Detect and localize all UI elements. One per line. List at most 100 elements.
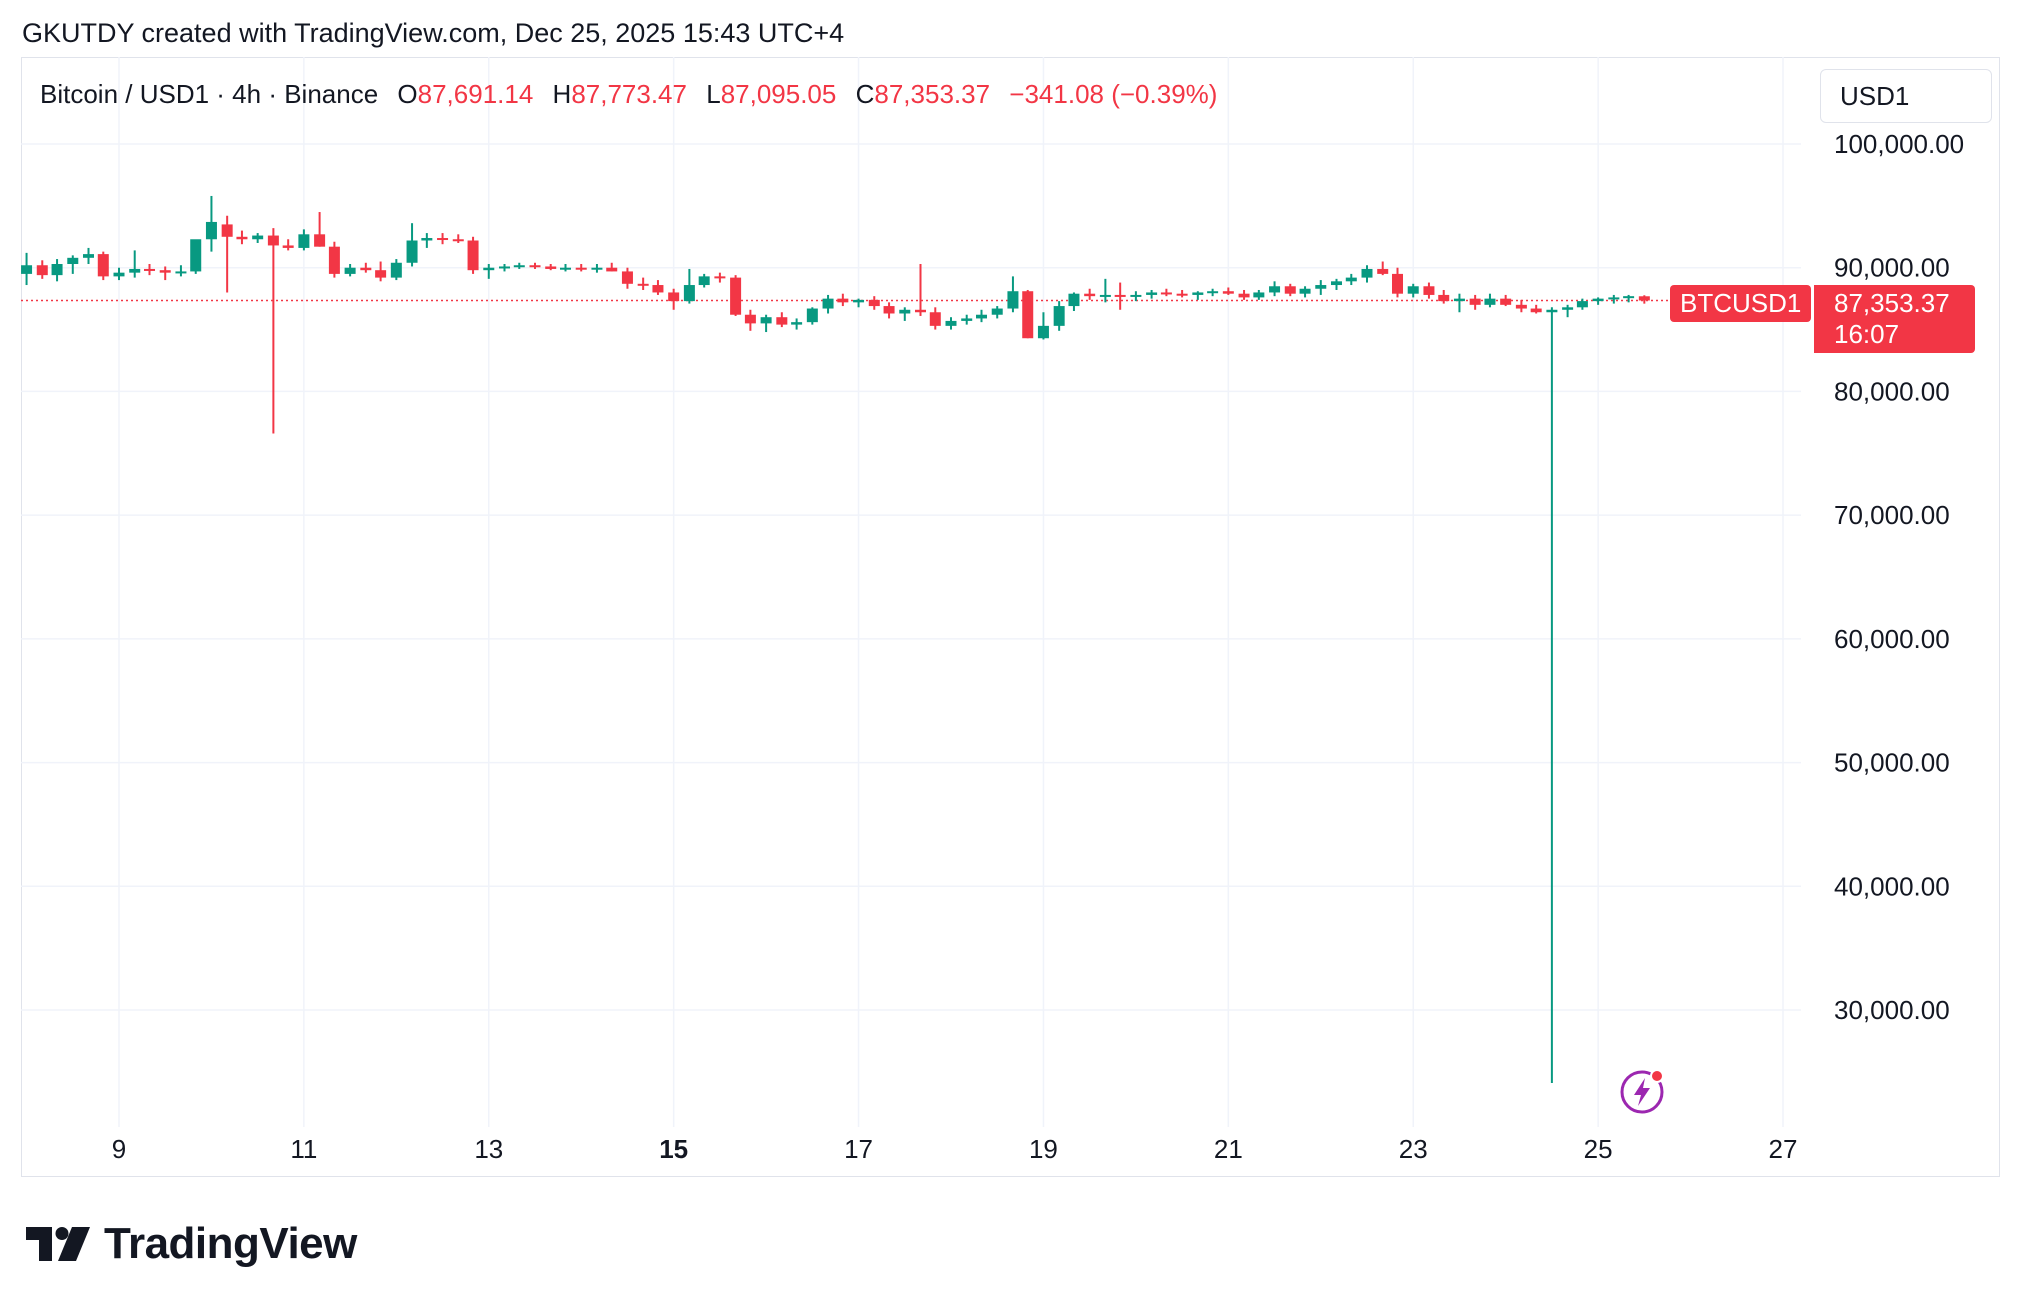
candle-body xyxy=(252,235,264,240)
candle-body xyxy=(1361,268,1373,278)
candle-body xyxy=(1007,291,1019,309)
candle-body xyxy=(529,265,541,268)
candle-body xyxy=(961,318,973,321)
candle-body xyxy=(1500,298,1512,305)
candle-body xyxy=(1253,292,1265,298)
candle-body xyxy=(560,267,572,270)
candle-body xyxy=(1576,301,1588,308)
candle-body xyxy=(1114,294,1126,297)
candle-body xyxy=(776,317,788,325)
y-tick-label: 60,000.00 xyxy=(1834,624,1950,654)
chart-frame xyxy=(21,57,2000,1177)
y-axis: 100,000.00 90,000.00 80,000.00 70,000.00 60,… xyxy=(1834,129,1964,1025)
candle-body xyxy=(344,267,356,274)
candle-body xyxy=(1392,273,1404,294)
candle-body xyxy=(1207,291,1219,294)
candle-body xyxy=(683,285,695,302)
lightning-icon[interactable] xyxy=(1620,1066,1668,1114)
candle-body xyxy=(36,265,48,276)
candle-body xyxy=(467,240,479,271)
candle-body xyxy=(698,276,710,286)
candle-body xyxy=(113,272,125,277)
x-tick-label: 25 xyxy=(1584,1134,1613,1164)
currency-selector[interactable]: USD1 xyxy=(1820,69,1992,123)
candle-body xyxy=(1484,298,1496,305)
candle-body xyxy=(159,270,171,273)
candlestick-chart[interactable]: 100,000.00 90,000.00 80,000.00 70,000.00 60,… xyxy=(21,57,2000,1177)
candle-body xyxy=(929,312,941,326)
y-tick-label: 100,000.00 xyxy=(1834,129,1964,159)
candle-body xyxy=(175,271,187,274)
candle-body xyxy=(1469,298,1481,305)
candles xyxy=(21,195,1650,1083)
candle-body xyxy=(883,306,895,314)
candle-body xyxy=(1608,297,1620,300)
candle-body xyxy=(1330,281,1342,286)
candle-body xyxy=(483,267,495,271)
candle-body xyxy=(1176,293,1188,296)
candle-body xyxy=(236,236,248,240)
candle-body xyxy=(837,298,849,303)
last-price-value: 87,353.37 xyxy=(1834,288,1950,318)
candle-body xyxy=(51,264,63,276)
y-tick-label: 90,000.00 xyxy=(1834,253,1950,283)
candle-body xyxy=(606,267,618,272)
legend-symbol[interactable]: Bitcoin / USD1 · 4h · Binance xyxy=(40,79,379,109)
candle-body xyxy=(1146,292,1158,295)
candle-body xyxy=(1423,286,1435,295)
legend-low-label: L xyxy=(706,79,721,109)
candle-body xyxy=(190,239,202,272)
candle-body xyxy=(914,309,926,313)
candle-body xyxy=(868,299,880,307)
candle-body xyxy=(1345,277,1357,282)
x-tick-label: 9 xyxy=(112,1134,126,1164)
candle-body xyxy=(314,234,326,247)
candle-body xyxy=(1592,298,1604,302)
candle-body xyxy=(1284,286,1296,294)
candle-body xyxy=(1299,288,1311,294)
candle-body xyxy=(298,234,310,248)
candle-body xyxy=(328,246,340,274)
candle-body xyxy=(221,224,233,237)
candle-body xyxy=(390,262,402,278)
bar-countdown: 16:07 xyxy=(1834,319,1900,349)
candle-body xyxy=(760,317,772,324)
candle-body xyxy=(360,267,372,271)
candle-body xyxy=(1407,286,1419,294)
x-tick-label: 17 xyxy=(844,1134,873,1164)
candle-body xyxy=(591,267,603,270)
candle-body xyxy=(498,266,510,269)
candle-body xyxy=(1515,304,1527,309)
candle-body xyxy=(545,266,557,269)
candle-body xyxy=(282,245,294,248)
tradingview-logo[interactable]: TradingView xyxy=(26,1219,357,1268)
candle-body xyxy=(1315,285,1327,289)
candle-body xyxy=(1053,306,1065,326)
y-tick-label: 70,000.00 xyxy=(1834,500,1950,530)
chart-attribution: GKUTDY created with TradingView.com, Dec… xyxy=(22,18,845,48)
x-tick-label: 19 xyxy=(1029,1134,1058,1164)
candle-body xyxy=(1638,296,1650,301)
candle-body xyxy=(421,238,433,241)
candle-body xyxy=(730,277,742,315)
x-tick-label: 11 xyxy=(290,1134,317,1164)
candle-body xyxy=(452,239,464,242)
tradingview-logo-text: TradingView xyxy=(104,1219,357,1268)
candle-body xyxy=(1037,325,1049,339)
candle-body xyxy=(621,271,633,284)
candle-body xyxy=(899,309,911,314)
candle-body xyxy=(97,254,109,277)
candle-body xyxy=(437,238,449,241)
candle-body xyxy=(1238,293,1250,298)
legend-high-label: H xyxy=(552,79,572,109)
candle-body xyxy=(1438,294,1450,302)
candle-body xyxy=(1453,298,1465,302)
candle-body xyxy=(1377,268,1389,274)
candle-body xyxy=(1022,291,1034,339)
legend-close-value: 87,353.37 xyxy=(874,79,991,109)
legend-open-value: 87,691.14 xyxy=(417,79,534,109)
y-tick-label: 40,000.00 xyxy=(1834,871,1950,901)
candle-body xyxy=(575,267,587,270)
x-axis: 9 11 13 15 17 19 21 23 25 27 xyxy=(112,1134,1798,1164)
candle-body xyxy=(1099,294,1111,297)
